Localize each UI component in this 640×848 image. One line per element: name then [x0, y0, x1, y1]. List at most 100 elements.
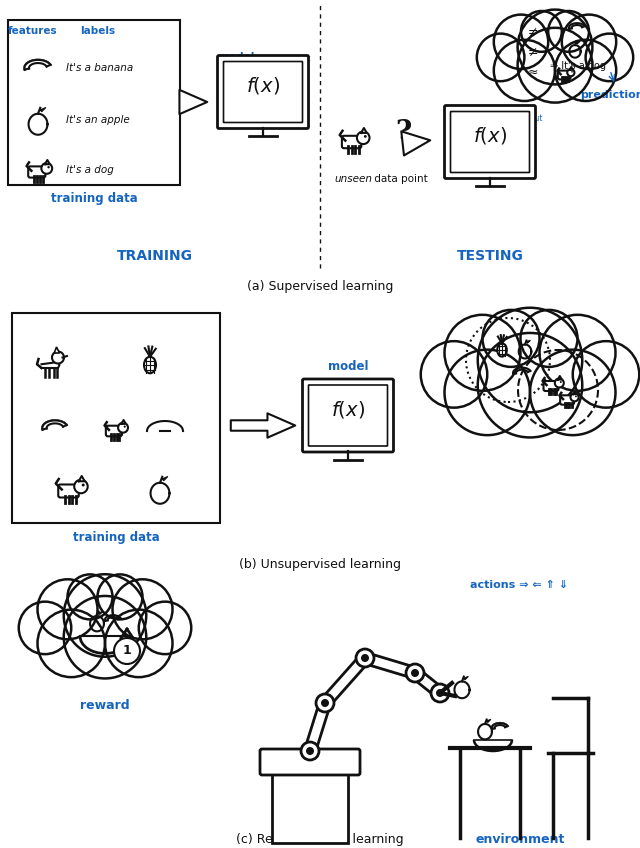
Text: ?: ?	[395, 119, 411, 146]
Polygon shape	[79, 476, 84, 482]
Polygon shape	[54, 347, 60, 353]
FancyBboxPatch shape	[451, 111, 529, 172]
FancyBboxPatch shape	[560, 395, 574, 404]
Circle shape	[406, 664, 424, 682]
Circle shape	[38, 579, 97, 639]
Circle shape	[364, 135, 367, 138]
Text: reward: reward	[80, 699, 130, 712]
Circle shape	[67, 574, 113, 619]
Polygon shape	[478, 724, 492, 739]
Circle shape	[548, 11, 589, 52]
Circle shape	[321, 699, 329, 707]
Circle shape	[520, 310, 577, 367]
Polygon shape	[42, 421, 67, 429]
Circle shape	[555, 40, 616, 101]
FancyBboxPatch shape	[106, 426, 122, 437]
Polygon shape	[42, 362, 60, 368]
Polygon shape	[24, 60, 51, 70]
Text: ≠: ≠	[528, 25, 538, 38]
Circle shape	[575, 395, 577, 398]
Circle shape	[562, 14, 616, 69]
Polygon shape	[99, 611, 102, 614]
FancyBboxPatch shape	[558, 70, 571, 80]
Circle shape	[361, 654, 369, 662]
Circle shape	[355, 396, 365, 407]
Text: (c) Reinforcement learning: (c) Reinforcement learning	[236, 833, 404, 846]
Text: labels: labels	[81, 26, 116, 36]
Circle shape	[105, 610, 173, 678]
Polygon shape	[361, 128, 367, 133]
Circle shape	[494, 40, 555, 101]
Circle shape	[483, 129, 497, 143]
Polygon shape	[527, 341, 530, 343]
Text: prediction: prediction	[580, 90, 640, 100]
Polygon shape	[45, 160, 50, 165]
Circle shape	[348, 404, 362, 419]
Text: environment: environment	[476, 833, 564, 846]
Polygon shape	[454, 682, 470, 698]
Text: : input → output: : input → output	[249, 54, 310, 63]
FancyBboxPatch shape	[543, 381, 559, 391]
Text: It's an apple: It's an apple	[66, 115, 130, 125]
Text: : input → output: : input → output	[481, 114, 543, 123]
Circle shape	[42, 163, 52, 174]
Text: ⇒ It's a dog: ⇒ It's a dog	[550, 61, 606, 71]
FancyBboxPatch shape	[260, 749, 360, 775]
Circle shape	[118, 423, 128, 432]
Circle shape	[38, 610, 105, 678]
Circle shape	[540, 315, 616, 391]
Text: actions ⇒ ⇐ ⇑ ⇓: actions ⇒ ⇐ ⇑ ⇓	[470, 580, 568, 590]
Circle shape	[301, 742, 319, 760]
Polygon shape	[486, 720, 490, 722]
Circle shape	[477, 333, 582, 438]
Circle shape	[555, 378, 564, 388]
Text: TRAINING: TRAINING	[117, 249, 193, 263]
Circle shape	[356, 649, 374, 667]
Circle shape	[572, 71, 573, 73]
Text: features: features	[8, 26, 58, 36]
Circle shape	[477, 308, 582, 412]
Circle shape	[52, 352, 64, 364]
Ellipse shape	[497, 343, 507, 357]
Text: (a) Supervised learning: (a) Supervised learning	[247, 280, 393, 293]
FancyBboxPatch shape	[218, 55, 308, 129]
Text: ≈: ≈	[528, 65, 538, 79]
Text: (b) Unsupervised learning: (b) Unsupervised learning	[239, 558, 401, 571]
Polygon shape	[558, 376, 562, 380]
FancyBboxPatch shape	[342, 136, 362, 148]
Circle shape	[82, 483, 84, 487]
Circle shape	[483, 310, 540, 367]
Ellipse shape	[144, 357, 156, 373]
Polygon shape	[122, 420, 126, 424]
FancyBboxPatch shape	[308, 385, 387, 446]
Text: $f(x)$: $f(x)$	[246, 75, 280, 97]
Polygon shape	[569, 23, 584, 29]
Circle shape	[139, 601, 191, 654]
Polygon shape	[163, 477, 168, 481]
Polygon shape	[464, 677, 468, 679]
Polygon shape	[570, 45, 580, 58]
FancyBboxPatch shape	[58, 484, 79, 498]
Circle shape	[586, 34, 633, 81]
Circle shape	[570, 393, 579, 401]
Text: ≠: ≠	[528, 46, 538, 59]
Polygon shape	[90, 616, 104, 632]
Circle shape	[431, 684, 449, 702]
Circle shape	[518, 28, 593, 103]
Polygon shape	[513, 367, 531, 374]
Text: 1: 1	[123, 644, 131, 657]
Text: $f(x)$: $f(x)$	[331, 399, 365, 420]
Circle shape	[494, 14, 548, 69]
Circle shape	[436, 689, 444, 697]
Polygon shape	[40, 108, 45, 111]
Circle shape	[411, 669, 419, 677]
Circle shape	[518, 9, 593, 85]
Circle shape	[494, 113, 502, 121]
Polygon shape	[492, 723, 508, 729]
Text: It's a banana: It's a banana	[66, 63, 133, 73]
FancyBboxPatch shape	[223, 62, 303, 122]
Circle shape	[124, 426, 126, 427]
Polygon shape	[105, 615, 120, 621]
Circle shape	[420, 341, 487, 408]
Text: TESTING: TESTING	[456, 249, 524, 263]
